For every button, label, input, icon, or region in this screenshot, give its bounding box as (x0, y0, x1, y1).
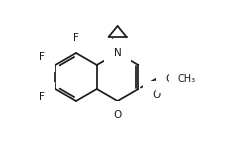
Text: O: O (113, 110, 122, 120)
Text: F: F (73, 33, 79, 43)
Text: N: N (114, 48, 122, 58)
Text: CH₃: CH₃ (178, 74, 196, 84)
Text: F: F (39, 92, 45, 101)
Text: O: O (166, 74, 174, 84)
Text: F: F (39, 52, 45, 63)
Text: O: O (153, 90, 161, 100)
